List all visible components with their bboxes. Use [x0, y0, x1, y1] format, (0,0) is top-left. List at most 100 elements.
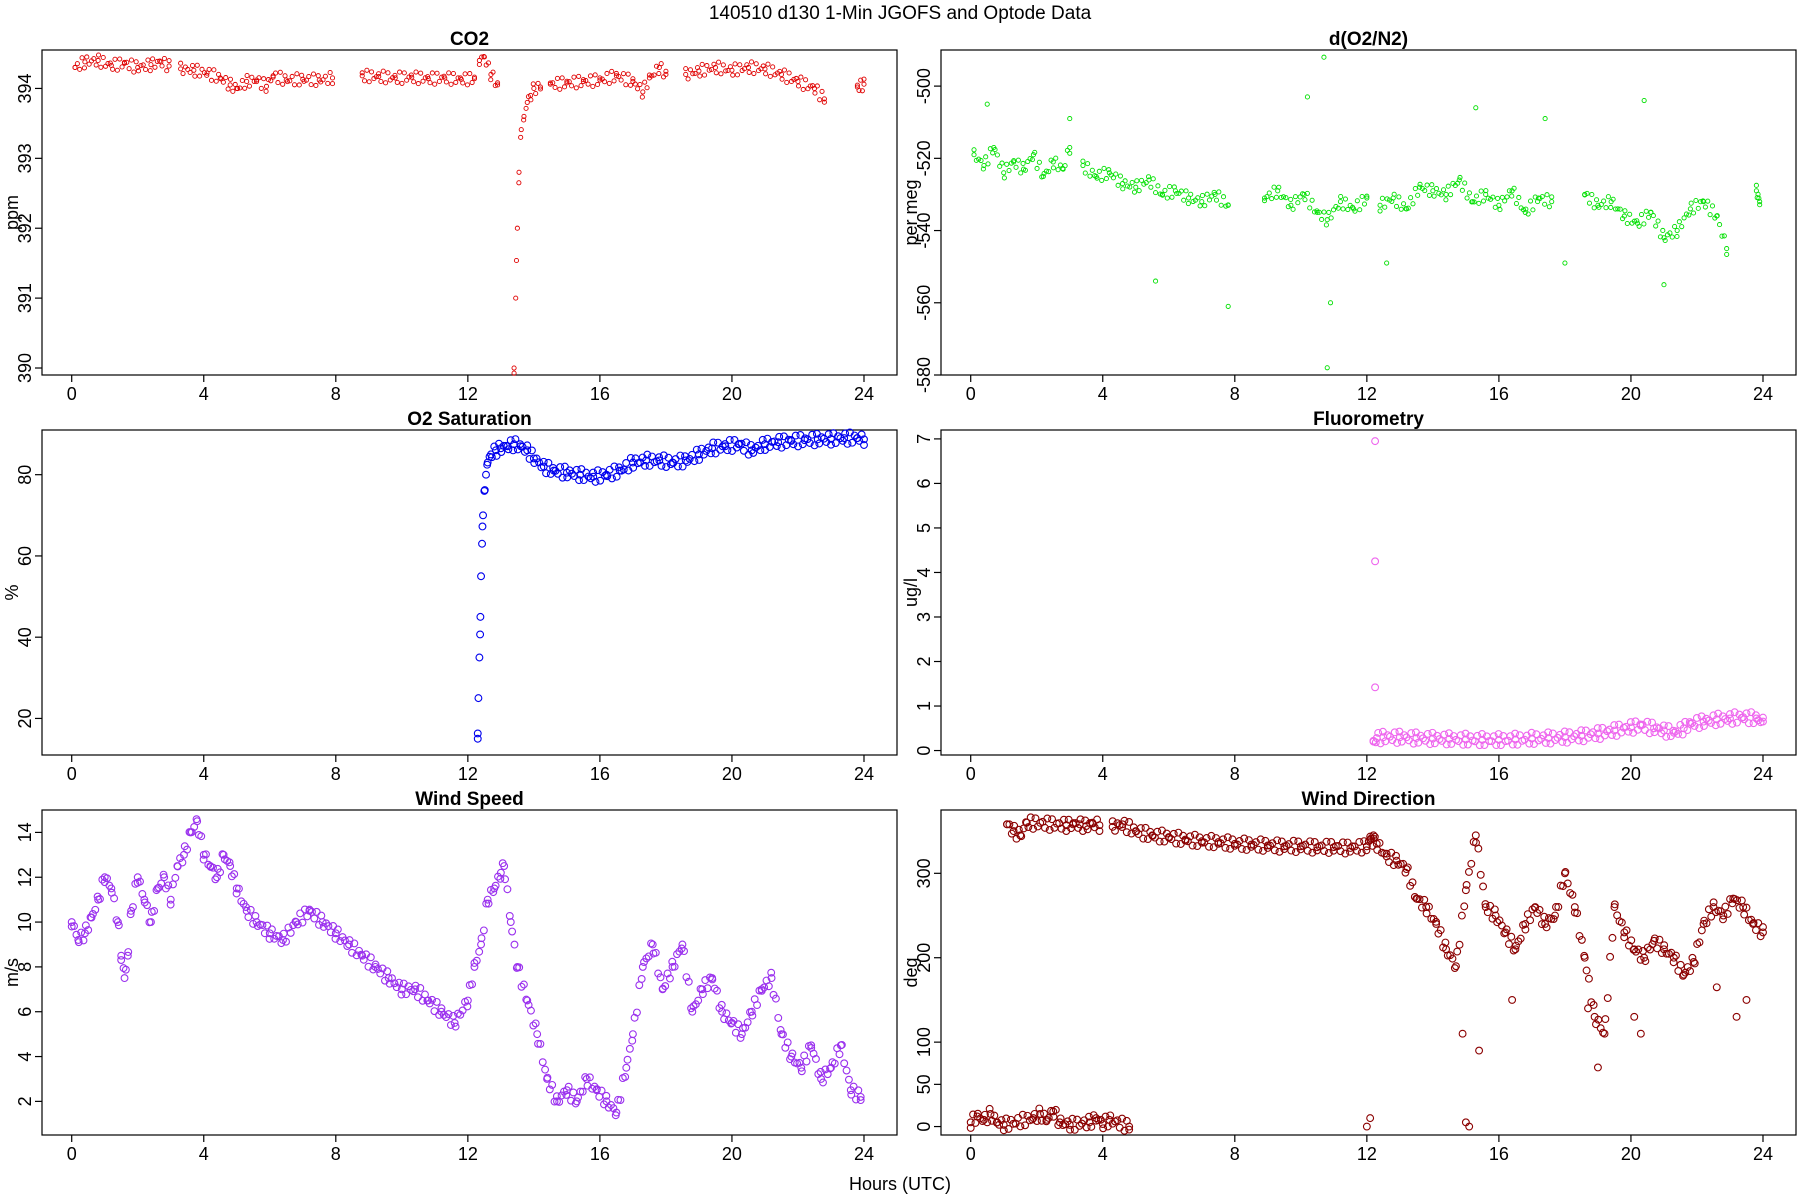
data-point-o2n2-fill	[1330, 207, 1337, 213]
data-point-wind-direction-fill	[980, 1110, 989, 1119]
data-point-co2	[513, 295, 519, 301]
data-point-co2-fill	[618, 77, 624, 83]
series-co2-segment-0	[72, 52, 172, 75]
data-point-co2-fill	[211, 67, 217, 73]
data-point-o2n2-fill	[983, 154, 989, 160]
data-point-o2-saturation-fill	[706, 449, 715, 458]
y-tick-label-co2-0: 390	[15, 353, 35, 383]
data-point-wind-direction-fill	[1287, 846, 1296, 855]
data-point-wind-speed-fill	[310, 914, 319, 923]
data-point-wind-direction-fill	[1343, 838, 1352, 847]
data-point-o2-saturation	[477, 572, 486, 581]
data-point-wind-direction-fill	[1006, 1115, 1015, 1124]
data-point-o2-saturation-fill	[676, 451, 685, 460]
data-point-wind-speed-fill	[717, 1000, 726, 1009]
data-point-o2-saturation-fill	[718, 442, 727, 451]
data-point-o2n2-fill	[1391, 191, 1397, 197]
x-tick-label-o2-saturation-5: 20	[722, 764, 742, 784]
data-point-wind-speed-fill	[491, 881, 500, 890]
data-point-o2-saturation-fill	[560, 462, 569, 471]
series-co2-segment-4	[511, 80, 544, 376]
data-point-o2-saturation	[529, 454, 538, 463]
data-point-wind-speed-fill	[312, 907, 321, 916]
y-tick-label-co2-1: 391	[15, 283, 35, 313]
data-point-wind-speed-fill	[656, 973, 665, 982]
data-point-wind-direction-fill	[1653, 944, 1662, 953]
data-point-o2n2-fill	[1620, 216, 1626, 222]
data-point-o2-saturation	[479, 511, 487, 520]
data-point-co2-fill	[632, 81, 638, 87]
data-point-fluorometry	[1560, 733, 1569, 742]
data-point-co2-fill	[84, 54, 90, 60]
data-point-co2	[95, 57, 101, 64]
data-point-fluorometry-fill	[1711, 721, 1720, 730]
data-point-wind-direction-fill	[1455, 940, 1464, 949]
data-point-o2n2-fill	[1544, 192, 1550, 198]
data-point-o2-saturation-fill	[754, 441, 762, 450]
data-point-o2-saturation-fill	[673, 462, 682, 471]
data-point-wind-speed	[265, 929, 274, 938]
data-point-wind-speed-fill	[345, 936, 354, 945]
data-point-co2-fill	[178, 60, 184, 66]
data-point-o2n2-fill	[1405, 205, 1411, 211]
data-point-o2n2-fill	[1528, 198, 1534, 204]
data-point-o2n2-fill	[997, 163, 1003, 169]
data-point-wind-speed-fill	[329, 922, 338, 930]
series-o2n2-segment-3	[1377, 174, 1555, 217]
data-point-wind-direction-fill	[1320, 847, 1329, 855]
data-point-wind-direction-fill	[1324, 849, 1333, 857]
data-point-wind-speed-fill	[534, 1039, 542, 1048]
data-point-wind-speed-fill	[275, 932, 283, 941]
data-point-wind-speed-fill	[232, 889, 241, 898]
data-point-wind-direction-fill	[1136, 824, 1145, 832]
outlier-point-o2n2	[1153, 278, 1159, 284]
data-point-co2-fill	[713, 70, 719, 76]
data-point-wind-direction-fill	[1322, 837, 1331, 846]
data-point-wind-speed-fill	[93, 892, 102, 901]
outlier-point-o2n2	[984, 101, 990, 107]
data-point-o2n2-fill	[1646, 214, 1652, 220]
data-point-co2-fill	[798, 74, 804, 80]
data-point-o2n2-fill	[1532, 194, 1538, 200]
data-point-o2n2-fill	[1273, 194, 1279, 200]
data-point-co2	[521, 113, 527, 119]
data-point-co2-fill	[239, 77, 245, 84]
data-point-o2-saturation-fill	[473, 729, 482, 738]
data-point-o2-saturation-fill	[779, 432, 788, 441]
data-point-wind-speed-fill	[654, 969, 663, 978]
panel-title-fluorometry: Fluorometry	[1313, 409, 1424, 430]
data-point-o2-saturation-fill	[685, 454, 694, 463]
data-point-fluorometry-fill	[1487, 737, 1496, 746]
data-point-wind-speed-fill	[439, 1010, 448, 1019]
data-point-wind-speed-fill	[625, 1044, 634, 1053]
data-point-wind-speed-fill	[98, 875, 107, 884]
data-point-o2n2-fill	[1281, 194, 1287, 200]
data-point-wind-direction-fill	[1375, 839, 1384, 847]
data-point-o2n2-fill	[1705, 198, 1711, 204]
data-point-co2-fill	[147, 68, 153, 74]
panel-title-o2-saturation: O2 Saturation	[407, 409, 532, 430]
y-tick-label-o2n2-3: -520	[914, 140, 934, 176]
data-point-o2n2-fill	[1546, 204, 1552, 210]
data-point-co2-fill	[856, 87, 862, 93]
data-point-wind-speed-fill	[840, 1059, 849, 1068]
data-point-o2n2-fill	[985, 161, 991, 167]
data-point-wind-speed-fill	[651, 948, 660, 957]
panel-o2-saturation: O2 Saturation% 0 4 8 12 16 20 24 20 40 60 80	[2, 409, 898, 784]
plot-frame-o2-saturation	[41, 429, 898, 756]
data-point-wind-speed-fill	[623, 1055, 632, 1064]
data-point-wind-direction-fill	[1617, 918, 1626, 927]
data-point-wind-direction-fill	[1709, 898, 1718, 907]
data-point-o2n2-fill	[1300, 191, 1306, 197]
data-point-wind-direction-fill	[1007, 829, 1016, 838]
data-point-wind-direction-fill	[1697, 926, 1706, 935]
data-point-fluorometry-fill	[1690, 722, 1699, 730]
y-axis-label-wind-direction: deg	[901, 957, 921, 987]
data-point-o2n2-fill	[1209, 193, 1215, 199]
data-point-o2n2-fill	[1359, 193, 1365, 200]
data-point-o2-saturation-fill	[492, 451, 501, 460]
data-point-o2n2-fill	[1264, 194, 1270, 200]
data-point-co2-fill	[692, 70, 698, 76]
data-point-co2-fill	[359, 70, 365, 76]
data-point-o2n2-fill	[1283, 195, 1289, 201]
